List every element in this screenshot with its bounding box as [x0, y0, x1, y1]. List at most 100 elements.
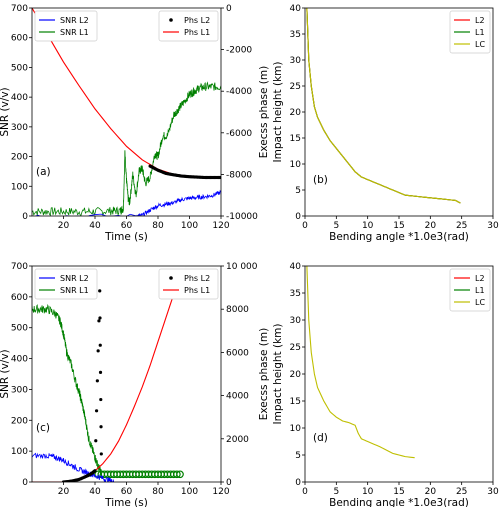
y-tick-label: 25 — [290, 343, 301, 353]
legend-entry: Phs L1 — [184, 28, 210, 37]
panel-label: (d) — [313, 432, 328, 444]
data-point — [96, 349, 100, 353]
x-tick-label: 80 — [152, 487, 164, 497]
y-tick-label: 500 — [11, 324, 28, 334]
y-right-tick-label: -10000 — [226, 212, 258, 222]
y-right-axis-label: Execss phase (m) — [258, 66, 270, 158]
y-tick-label: 30 — [290, 56, 302, 66]
x-tick-label: 25 — [456, 221, 467, 231]
y-tick-label: 400 — [11, 355, 28, 365]
x-tick-label: 10 — [362, 221, 374, 231]
x-axis-label: Time (s) — [104, 497, 148, 507]
legend-entry: Phs L2 — [184, 274, 210, 283]
series-line-a-snr-l2 — [34, 189, 221, 216]
series-line-c-snr-l2 — [32, 452, 115, 482]
legend-entry: Phs L2 — [184, 16, 210, 25]
y-right-tick-label: 6000 — [226, 348, 249, 358]
y-right-tick-label: 10 000 — [226, 262, 258, 272]
legend-left-c: SNR L2 SNR L1 — [34, 268, 98, 300]
y-tick-label: 35 — [290, 30, 301, 40]
series-c-4-markers — [61, 289, 103, 482]
data-point — [98, 370, 103, 374]
x-tick-label: 120 — [212, 221, 229, 231]
legend-right-c: Phs L2 Phs L1 — [158, 268, 219, 300]
y-right-tick-label: -8000 — [226, 170, 252, 180]
x-tick-label: 5 — [333, 487, 339, 497]
x-tick-label: 25 — [456, 487, 467, 497]
legend-entry: LC — [475, 40, 485, 49]
series-line-c-snr-l1 — [32, 303, 102, 476]
series-a-3-markers — [148, 164, 221, 180]
panel-label: (c) — [36, 422, 50, 434]
plot-area-c — [32, 278, 184, 482]
y-axis-label: SNR (v/v) — [0, 87, 11, 136]
y-tick-label: 0 — [22, 478, 28, 488]
legend-box — [34, 10, 98, 42]
legend-entry: L2 — [475, 16, 485, 25]
y-right-axis-label: Execss phase (m) — [258, 328, 270, 420]
x-tick-label: 20 — [425, 221, 437, 231]
x-tick-label: 5 — [333, 221, 339, 231]
y-right-tick-label: 4000 — [226, 392, 249, 402]
x-tick-label: 0 — [302, 221, 308, 231]
y-right-tick-label: 8000 — [226, 305, 249, 315]
y-tick-label: 600 — [11, 293, 28, 303]
y-axis-label: Impact height (km) — [272, 62, 284, 163]
panel-a: 20 40 60 80 100 120 0 100 200 300 400 500 600 700 -100… — [0, 4, 270, 243]
y-tick-label: 5 — [295, 186, 301, 196]
data-point — [176, 470, 184, 479]
x-tick-label: 40 — [89, 487, 101, 497]
y-tick-label: 5 — [295, 451, 301, 461]
series-line-b-l2 — [306, 8, 461, 204]
legend-entry: L1 — [475, 28, 485, 37]
y-tick-label: 30 — [290, 316, 302, 326]
x-tick-label: 60 — [121, 487, 133, 497]
y-right-tick-label: -2000 — [226, 46, 252, 56]
plot-area-b — [306, 8, 461, 204]
x-axis-label: Time (s) — [104, 231, 148, 243]
y-right-tick-label: -4000 — [226, 87, 252, 97]
legend-entry: LC — [475, 298, 485, 307]
legend-b: L2 L1 LC — [449, 10, 491, 54]
x-tick-label: 15 — [393, 487, 404, 497]
y-tick-label: 0 — [295, 478, 301, 488]
legend-box — [34, 268, 98, 300]
x-tick-label: 60 — [121, 221, 133, 231]
series-line-b-l1 — [306, 8, 461, 204]
y-tick-label: 400 — [11, 93, 28, 103]
data-point — [99, 397, 103, 402]
panel-d: 0 5 10 15 20 25 30 0 5 10 15 20 25 30 35 40 Bending angl… — [272, 262, 499, 507]
data-point — [94, 409, 99, 413]
panel-b: 0 5 10 15 20 25 30 0 5 10 15 20 25 30 35 40 Bending angl… — [272, 4, 499, 243]
x-tick-label: 80 — [152, 221, 164, 231]
y-tick-label: 300 — [11, 123, 28, 133]
y-tick-label: 0 — [295, 212, 301, 222]
legend-entry: SNR L2 — [60, 274, 89, 283]
legend-entry: SNR L2 — [60, 16, 89, 25]
y-tick-label: 200 — [11, 416, 28, 426]
y-tick-label: 10 — [290, 424, 302, 434]
legend-box — [158, 10, 219, 42]
y-tick-label: 300 — [11, 385, 28, 395]
y-tick-label: 40 — [290, 262, 302, 272]
y-tick-label: 0 — [22, 212, 28, 222]
legend-entry: L2 — [475, 274, 485, 283]
panel-label: (b) — [313, 174, 328, 186]
y-tick-label: 10 — [290, 160, 302, 170]
x-tick-label: 40 — [89, 221, 101, 231]
y-tick-label: 20 — [290, 370, 302, 380]
x-axis-label: Bending angle *1.0e3(rad) — [329, 231, 469, 243]
y-tick-label: 100 — [11, 182, 28, 192]
x-tick-label: 100 — [181, 487, 198, 497]
series-line-a-snr-l1 — [32, 81, 221, 216]
y-tick-label: 35 — [290, 289, 301, 299]
y-axis-label: Impact height (km) — [272, 324, 284, 425]
data-point — [99, 425, 103, 429]
data-point — [98, 316, 102, 320]
x-tick-label: 20 — [425, 487, 437, 497]
x-tick-label: 30 — [487, 221, 499, 231]
y-tick-label: 40 — [290, 4, 302, 14]
y-tick-label: 700 — [11, 4, 28, 14]
x-axis-label: Bending angle *1.0e3(rad) — [329, 497, 469, 507]
data-point — [98, 289, 102, 293]
